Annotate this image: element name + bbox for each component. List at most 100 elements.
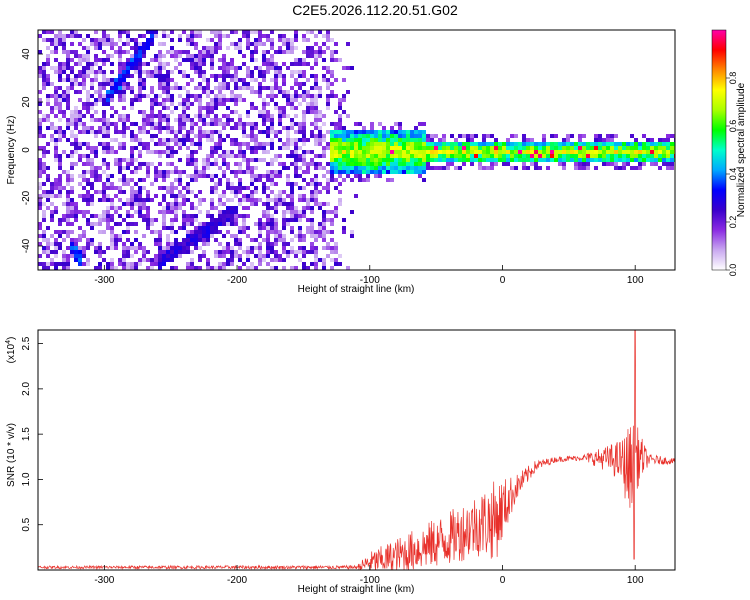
spectrogram-cell: [122, 50, 126, 54]
spectrogram-cell: [450, 134, 454, 138]
spectrogram-cell: [198, 190, 202, 194]
spectrogram-cell: [374, 170, 378, 174]
spectrogram-cell: [418, 170, 422, 174]
spectrogram-cell: [70, 206, 74, 210]
spectrogram-cell: [270, 230, 274, 234]
spectrogram-cell: [130, 214, 134, 218]
spectrogram-cell: [58, 194, 62, 198]
spectrogram-cell: [134, 238, 138, 242]
spectrogram-cell: [242, 150, 246, 154]
spectrogram-cell: [74, 78, 78, 82]
x-tick-label: -200: [227, 575, 247, 586]
spectrogram-cell: [210, 154, 214, 158]
spectrogram-cell: [326, 162, 330, 166]
spectrogram-cell: [522, 146, 526, 150]
spectrogram-cell: [150, 114, 154, 118]
spectrogram-x-ticks: -300 -200 -100 0 100: [94, 265, 644, 286]
spectrogram-cell: [98, 222, 102, 226]
spectrogram-cell: [102, 182, 106, 186]
spectrogram-cell: [118, 178, 122, 182]
spectrogram-cell: [362, 150, 366, 154]
spectrogram-cell: [222, 114, 226, 118]
spectrogram-cell: [238, 94, 242, 98]
spectrogram-cell: [62, 238, 66, 242]
spectrogram-cell: [290, 226, 294, 230]
spectrogram-cell: [54, 126, 58, 130]
spectrogram-cell: [154, 174, 158, 178]
spectrogram-cell: [334, 262, 338, 266]
spectrogram-cell: [254, 146, 258, 150]
spectrogram-cell: [378, 130, 382, 134]
spectrogram-cell: [282, 222, 286, 226]
spectrogram-cell: [94, 222, 98, 226]
spectrogram-cell: [126, 34, 130, 38]
spectrogram-cell: [310, 210, 314, 214]
spectrogram-cell: [458, 158, 462, 162]
spectrogram-cell: [154, 30, 158, 34]
spectrogram-cell: [558, 154, 562, 158]
spectrogram-cell: [126, 74, 130, 78]
spectrogram-cell: [126, 262, 130, 266]
spectrogram-cell: [346, 174, 350, 178]
spectrogram-cell: [370, 142, 374, 146]
spectrogram-cell: [222, 70, 226, 74]
spectrogram-cell: [310, 30, 314, 34]
spectrogram-cell: [418, 134, 422, 138]
spectrogram-cell: [198, 222, 202, 226]
spectrogram-cell: [290, 38, 294, 42]
spectrogram-cell: [306, 54, 310, 58]
spectrogram-cell: [318, 234, 322, 238]
spectrogram-cell: [202, 198, 206, 202]
spectrogram-cell: [178, 122, 182, 126]
y-tick-label: 0.5: [21, 517, 32, 531]
spectrogram-cell: [110, 202, 114, 206]
spectrogram-cell: [166, 206, 170, 210]
spectrogram-cell: [238, 142, 242, 146]
spectrogram-cell: [138, 66, 142, 70]
spectrogram-cell: [170, 30, 174, 34]
spectrogram-cell: [146, 198, 150, 202]
spectrogram-cell: [278, 122, 282, 126]
spectrogram-cell: [166, 146, 170, 150]
spectrogram-cell: [42, 150, 46, 154]
spectrogram-cell: [194, 122, 198, 126]
spectrogram-cell: [158, 42, 162, 46]
spectrogram-cell: [186, 262, 190, 266]
spectrogram-cell: [302, 114, 306, 118]
spectrogram-cell: [126, 238, 130, 242]
spectrogram-cell: [334, 242, 338, 246]
spectrogram-cell: [78, 82, 82, 86]
spectrogram-cell: [234, 206, 238, 210]
spectrogram-cell: [230, 90, 234, 94]
spectrogram-cell: [398, 122, 402, 126]
spectrogram-cell: [302, 130, 306, 134]
spectrogram-cell: [62, 266, 66, 270]
spectrogram-cell: [102, 194, 106, 198]
spectrogram-cell: [606, 138, 610, 142]
spectrogram-cell: [138, 246, 142, 250]
spectrogram-cell: [110, 230, 114, 234]
spectrogram-cell: [210, 222, 214, 226]
spectrogram-cell: [178, 254, 182, 258]
spectrogram-cell: [226, 250, 230, 254]
spectrogram-cell: [174, 238, 178, 242]
spectrogram-cell: [90, 150, 94, 154]
spectrogram-cell: [82, 254, 86, 258]
spectrogram-cell: [138, 70, 142, 74]
spectrogram-cell: [390, 138, 394, 142]
spectrogram-cell: [294, 78, 298, 82]
spectrogram-cell: [470, 138, 474, 142]
spectrogram-cell: [178, 226, 182, 230]
spectrogram-cell: [54, 50, 58, 54]
spectrogram-cell: [258, 222, 262, 226]
spectrogram-cell: [250, 194, 254, 198]
spectrogram-cell: [542, 150, 546, 154]
spectrogram-cell: [174, 246, 178, 250]
spectrogram-cell: [670, 158, 674, 162]
spectrogram-cell: [202, 78, 206, 82]
spectrogram-cell: [430, 154, 434, 158]
spectrogram-cell: [410, 134, 414, 138]
spectrogram-cell: [366, 138, 370, 142]
spectrogram-cell: [138, 258, 142, 262]
spectrogram-cell: [282, 246, 286, 250]
